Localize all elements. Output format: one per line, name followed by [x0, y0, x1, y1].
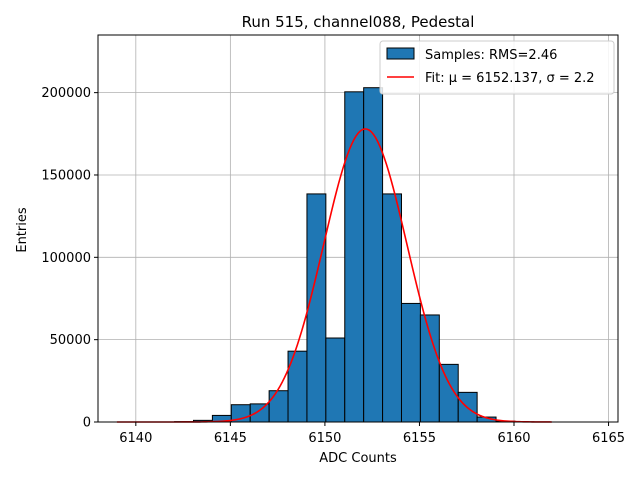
x-tick-label: 6165 [592, 431, 625, 446]
chart-title: Run 515, channel088, Pedestal [242, 13, 475, 31]
histogram-bar [382, 193, 402, 423]
y-tick-label: 150000 [41, 168, 91, 183]
x-axis-label: ADC Counts [319, 451, 397, 466]
x-axis-ticks: 6140 6145 6150 6155 6160 6165 [119, 422, 625, 446]
y-tick-label: 200000 [41, 86, 91, 101]
y-axis-ticks: 0 50000 100000 150000 200000 [41, 86, 98, 431]
x-tick-label: 6150 [308, 431, 341, 446]
y-tick-label: 0 [83, 416, 91, 431]
histogram-bar [344, 91, 365, 423]
y-axis-label: Entries [15, 207, 30, 253]
plot-frame [97, 34, 619, 423]
histogram-bars [174, 87, 535, 423]
legend: Samples: RMS=2.46 Fit: μ = 6152.137, σ =… [379, 40, 615, 95]
histogram-bar [249, 403, 270, 423]
legend-label-samples: Samples: RMS=2.46 [425, 48, 557, 63]
histogram-bar [363, 87, 384, 423]
x-tick-label: 6155 [403, 431, 436, 446]
histogram-bar [400, 302, 421, 423]
legend-swatch-samples [386, 47, 415, 60]
legend-label-fit: Fit: μ = 6152.137, σ = 2.2 [425, 71, 595, 86]
x-tick-label: 6160 [497, 431, 530, 446]
histogram-bar [268, 390, 289, 423]
histogram-bar [325, 337, 346, 423]
y-tick-label: 100000 [41, 251, 91, 266]
legend-box [379, 40, 615, 95]
histogram-bar [306, 193, 327, 423]
x-tick-label: 6140 [119, 431, 152, 446]
y-tick-label: 50000 [50, 333, 91, 348]
histogram-bar [419, 314, 440, 423]
x-tick-label: 6145 [214, 431, 247, 446]
